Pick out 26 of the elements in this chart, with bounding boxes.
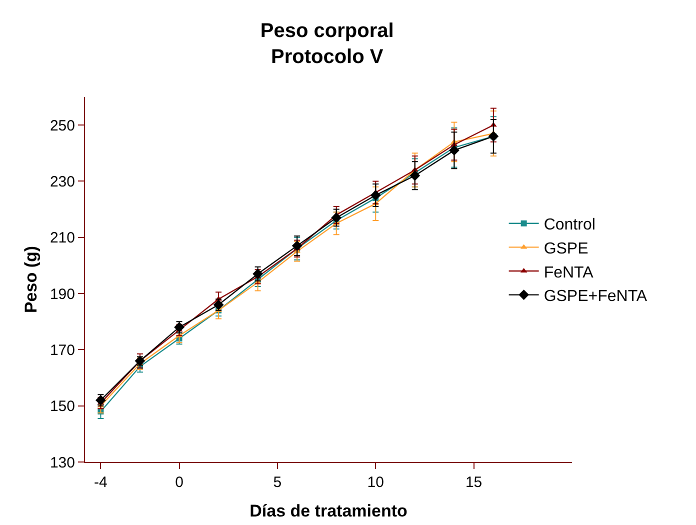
y-axis-title: Peso (g)	[22, 246, 41, 314]
x-tick-label: 5	[273, 474, 282, 491]
y-tick-label: 150	[50, 398, 75, 416]
y-tick-label: 230	[50, 173, 75, 190]
point	[331, 212, 342, 223]
chart-title: Peso corporal Protocolo V	[260, 20, 394, 68]
legend-label: Control	[544, 216, 596, 234]
x-tick-label: 10	[367, 474, 384, 491]
point	[292, 240, 302, 252]
y-tick-label: 210	[50, 230, 75, 247]
x-tick-label: -4	[94, 474, 108, 491]
legend-label: GSPE+FeNTA	[544, 288, 648, 306]
x-tick-label: 15	[465, 474, 482, 491]
point	[410, 170, 420, 181]
point	[370, 190, 381, 200]
y-tick-label: 130	[50, 454, 75, 472]
point	[448, 145, 460, 156]
legend-label: GSPE	[544, 240, 588, 258]
point	[488, 131, 499, 142]
legend-label: FeNTA	[544, 264, 594, 282]
x-tick-label: 0	[175, 474, 184, 491]
y-tick-label: 190	[50, 286, 75, 303]
x-axis-title: Días de tratamiento	[250, 501, 408, 520]
point	[252, 268, 264, 280]
y-tick-label: 250	[50, 117, 75, 134]
y-tick-label: 170	[50, 342, 75, 359]
